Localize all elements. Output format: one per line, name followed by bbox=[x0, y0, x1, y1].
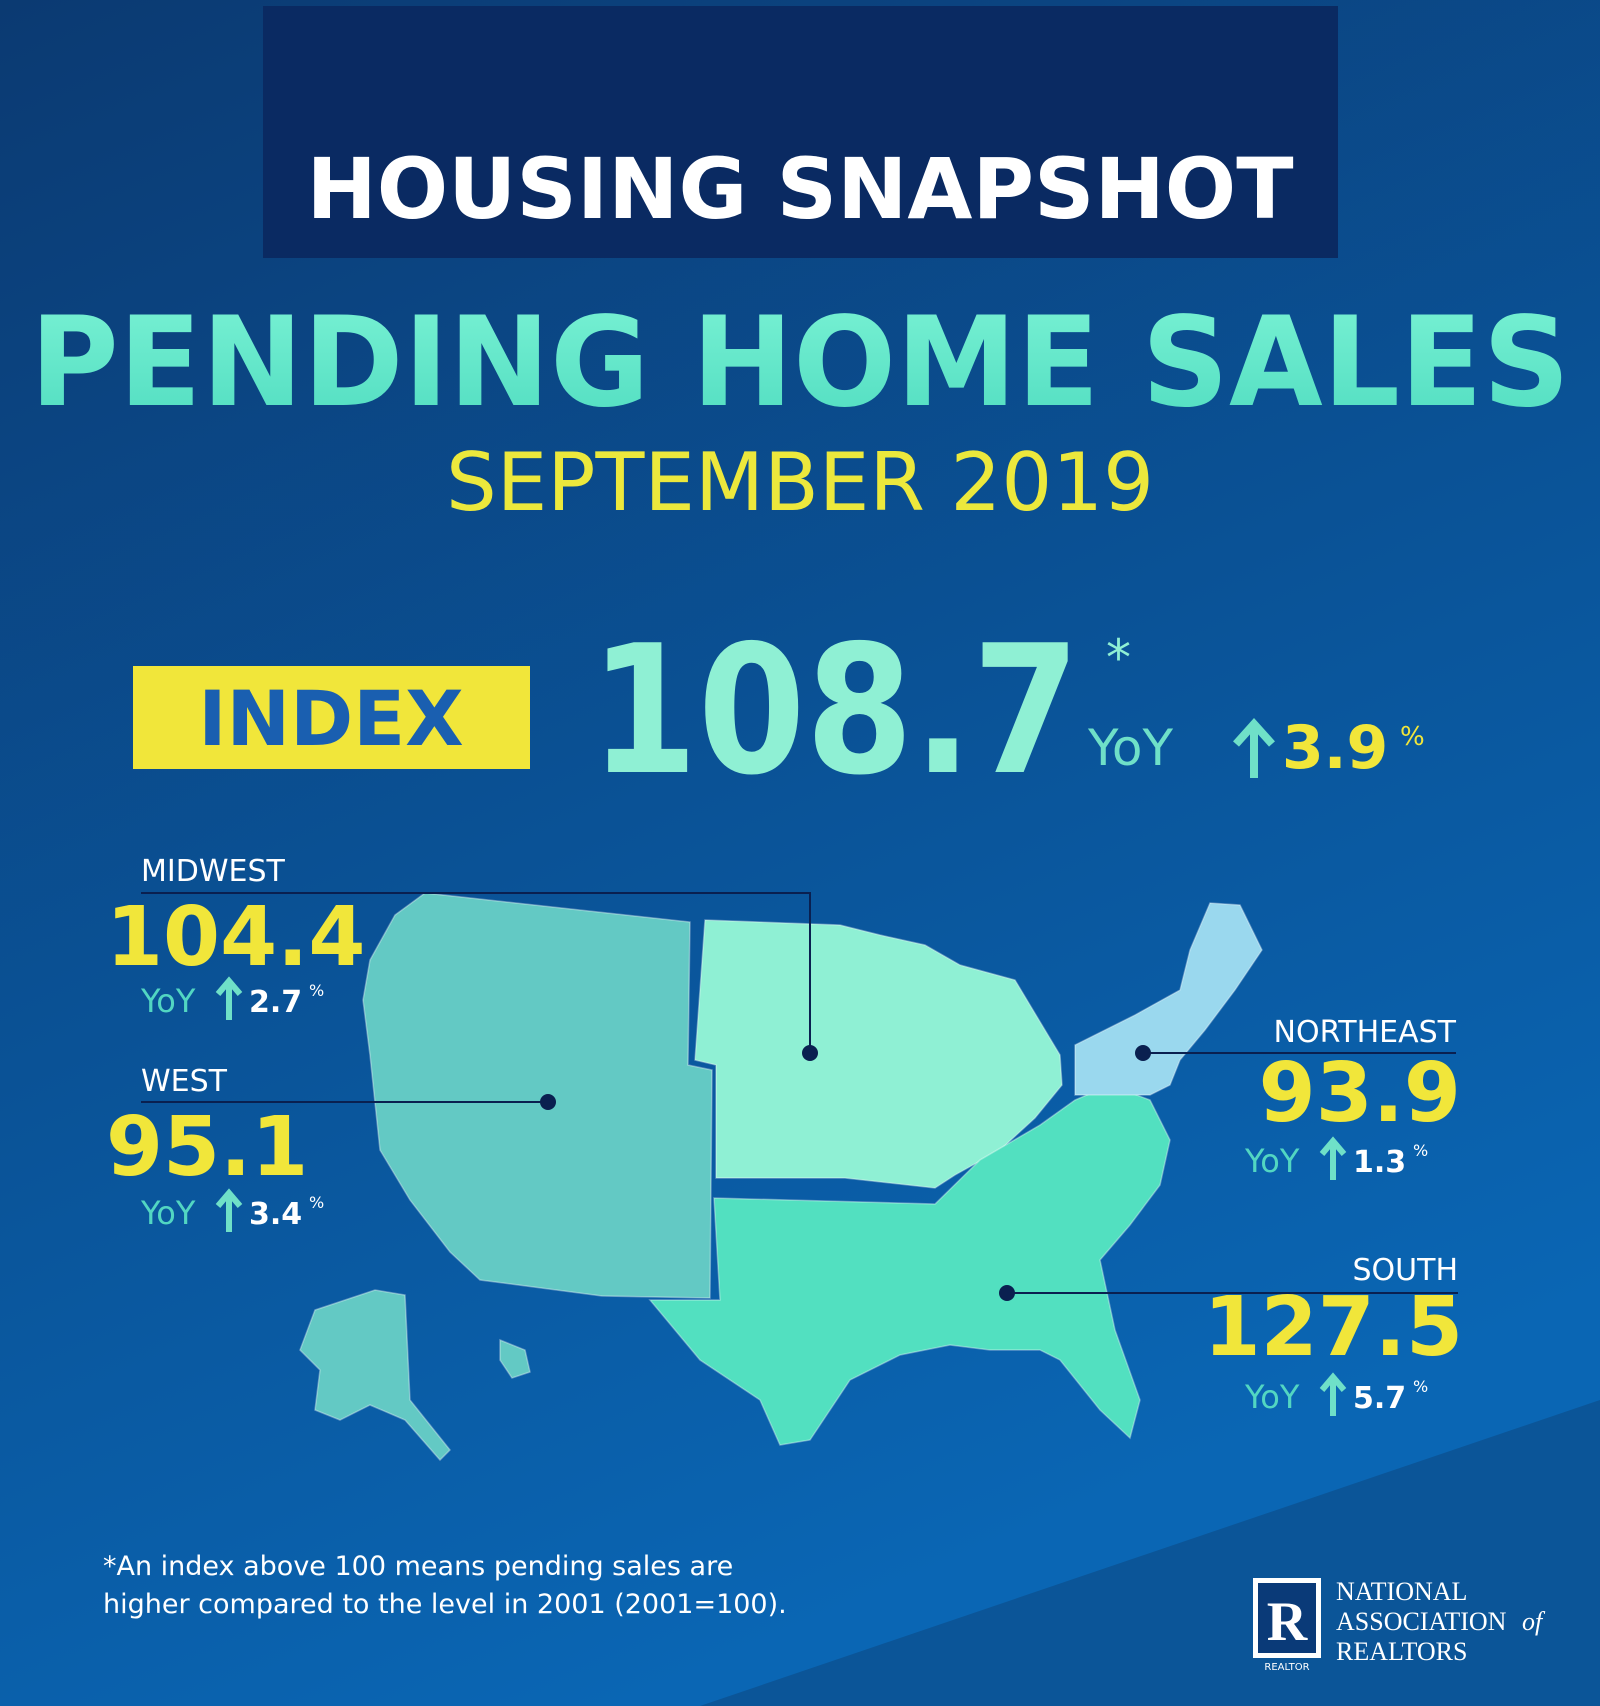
index-unit: % bbox=[1400, 722, 1425, 752]
yoy-label: YoY bbox=[1244, 1142, 1300, 1180]
region-value: 127.5 bbox=[1204, 1280, 1463, 1375]
northeast-dot bbox=[1135, 1045, 1151, 1061]
index-change: 3.9 bbox=[1282, 713, 1388, 783]
yoy-label: YoY bbox=[140, 1194, 196, 1232]
logo-mark: R bbox=[1267, 1591, 1308, 1653]
nar-logo: R REALTOR NATIONAL ASSOCIATION of REALTO… bbox=[1253, 1577, 1546, 1673]
logo-text: of bbox=[1522, 1607, 1546, 1636]
region-change: 3.4 bbox=[249, 1197, 302, 1232]
index-box bbox=[133, 666, 530, 769]
up-arrow bbox=[1319, 1372, 1347, 1416]
region-unit: % bbox=[1413, 1141, 1428, 1160]
leader-lines bbox=[141, 892, 1458, 1294]
corner-shade bbox=[700, 1400, 1600, 1706]
index-label: INDEX bbox=[198, 674, 463, 763]
region-name: MIDWEST bbox=[141, 854, 285, 889]
region-name: WEST bbox=[141, 1064, 228, 1099]
alaska bbox=[299, 1289, 452, 1462]
region-dots bbox=[540, 1045, 1151, 1301]
up-arrow bbox=[215, 976, 243, 1020]
region-unit: % bbox=[309, 981, 324, 1000]
headline: PENDING HOME SALES bbox=[30, 291, 1570, 435]
region-value: 104.4 bbox=[106, 890, 365, 985]
south-dot bbox=[999, 1285, 1015, 1301]
region-change: 1.3 bbox=[1353, 1145, 1406, 1180]
subtitle: SEPTEMBER 2019 bbox=[446, 436, 1154, 529]
region-change: 5.7 bbox=[1353, 1381, 1406, 1416]
northeast-region bbox=[1074, 902, 1263, 1096]
midwest-leader bbox=[141, 892, 811, 1053]
region-value: 93.9 bbox=[1259, 1046, 1461, 1141]
footnote-line: higher compared to the level in 2001 (20… bbox=[103, 1589, 787, 1620]
midwest-region bbox=[694, 919, 1063, 1189]
midwest-dot bbox=[802, 1045, 818, 1061]
region-change: 2.7 bbox=[249, 985, 302, 1020]
west-dot bbox=[540, 1094, 556, 1110]
logo-caption: REALTOR bbox=[1264, 1662, 1309, 1673]
logo-inner bbox=[1258, 1583, 1316, 1653]
hawaii bbox=[499, 1338, 531, 1379]
logo-text: REALTORS bbox=[1336, 1637, 1468, 1666]
index-value: 108.7 bbox=[590, 607, 1080, 814]
yoy-label: YoY bbox=[140, 982, 196, 1020]
footnote-line: *An index above 100 means pending sales … bbox=[103, 1551, 733, 1582]
up-arrow bbox=[1319, 1136, 1347, 1180]
region-unit: % bbox=[1413, 1377, 1428, 1396]
region-unit: % bbox=[309, 1193, 324, 1212]
region-name: SOUTH bbox=[1353, 1253, 1459, 1288]
us-map bbox=[299, 892, 1263, 1462]
yoy-label: YoY bbox=[1087, 719, 1173, 777]
up-arrow bbox=[1233, 718, 1275, 778]
west-region bbox=[362, 892, 713, 1299]
note-mark: * bbox=[1106, 629, 1131, 687]
region-value: 95.1 bbox=[106, 1100, 308, 1195]
title-box bbox=[263, 6, 1338, 258]
up-arrow bbox=[215, 1188, 243, 1232]
logo-text: ASSOCIATION bbox=[1336, 1607, 1507, 1636]
logo-text: NATIONAL bbox=[1336, 1577, 1467, 1606]
yoy-label: YoY bbox=[1244, 1378, 1300, 1416]
title: HOUSING SNAPSHOT bbox=[306, 140, 1293, 238]
region-name: NORTHEAST bbox=[1274, 1015, 1457, 1050]
